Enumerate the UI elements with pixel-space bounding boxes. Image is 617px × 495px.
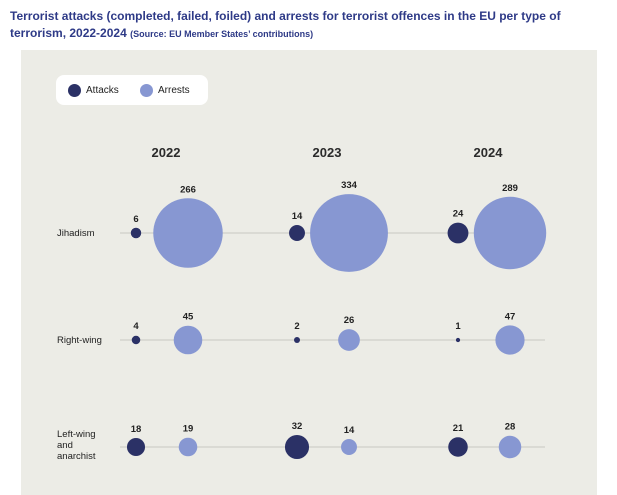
chart-title: Terrorist attacks (completed, failed, fo… — [10, 8, 610, 43]
bubble-arrests-jihadism-2024 — [473, 196, 547, 270]
value-label-attacks-left-wing-and-anarchist-2023: 32 — [292, 421, 303, 432]
legend-label-attacks: Attacks — [86, 84, 119, 96]
bubble-attacks-jihadism-2024 — [447, 222, 469, 244]
bubble-attacks-left-wing-and-anarchist-2022 — [126, 437, 146, 457]
value-label-arrests-left-wing-and-anarchist-2022: 19 — [183, 424, 194, 435]
bubble-arrests-jihadism-2022 — [153, 198, 223, 268]
bubble-arrests-right-wing-2023 — [338, 329, 360, 351]
year-header-2023: 2023 — [313, 145, 342, 160]
chart-source: (Source: EU Member States’ contributions… — [130, 29, 314, 39]
chart-panel — [21, 50, 597, 495]
row-label-jihadism: Jihadism — [57, 228, 95, 239]
bubble-arrests-right-wing-2022 — [173, 325, 203, 355]
year-header-2022: 2022 — [152, 145, 181, 160]
row-label-left-wing-and-anarchist: Left-wing and anarchist — [57, 429, 96, 462]
bubble-attacks-right-wing-2024 — [455, 337, 461, 343]
value-label-arrests-right-wing-2022: 45 — [183, 312, 194, 323]
bubble-arrests-left-wing-and-anarchist-2024 — [498, 435, 522, 459]
value-label-attacks-left-wing-and-anarchist-2022: 18 — [131, 424, 142, 435]
bubble-attacks-jihadism-2023 — [289, 225, 305, 241]
legend-item-attacks: Attacks — [68, 75, 119, 105]
value-label-arrests-left-wing-and-anarchist-2023: 14 — [344, 425, 355, 436]
value-label-attacks-jihadism-2024: 24 — [453, 209, 464, 220]
value-label-attacks-right-wing-2024: 1 — [455, 321, 461, 332]
bubble-arrests-left-wing-and-anarchist-2022 — [178, 437, 198, 457]
year-header-2024: 2024 — [474, 145, 504, 160]
bubble-attacks-left-wing-and-anarchist-2023 — [284, 434, 310, 460]
value-label-arrests-left-wing-and-anarchist-2024: 28 — [505, 422, 516, 433]
value-label-attacks-right-wing-2023: 2 — [294, 321, 299, 332]
bubble-arrests-right-wing-2024 — [495, 325, 525, 355]
value-label-attacks-jihadism-2022: 6 — [133, 214, 138, 225]
value-label-arrests-jihadism-2023: 334 — [341, 180, 358, 191]
chart-title-text: Terrorist attacks (completed, failed, fo… — [10, 9, 561, 40]
legend-swatch-arrests — [140, 83, 153, 97]
value-label-arrests-right-wing-2024: 47 — [505, 311, 516, 322]
legend-label-arrests: Arrests — [158, 84, 190, 96]
value-label-attacks-left-wing-and-anarchist-2024: 21 — [453, 423, 464, 434]
value-label-attacks-right-wing-2022: 4 — [133, 321, 139, 332]
legend: Attacks Arrests — [56, 75, 208, 105]
bubble-attacks-right-wing-2023 — [293, 336, 301, 344]
value-label-arrests-right-wing-2023: 26 — [344, 315, 355, 326]
row-label-right-wing: Right-wing — [57, 335, 102, 346]
legend-item-arrests: Arrests — [140, 75, 190, 105]
value-label-arrests-jihadism-2022: 266 — [180, 184, 196, 195]
bubble-attacks-right-wing-2022 — [131, 335, 141, 345]
value-label-attacks-jihadism-2023: 14 — [292, 211, 303, 222]
value-label-arrests-jihadism-2024: 289 — [502, 183, 518, 194]
legend-swatch-attacks — [68, 83, 81, 97]
bubble-attacks-jihadism-2022 — [130, 227, 142, 239]
bubble-attacks-left-wing-and-anarchist-2024 — [448, 437, 468, 457]
bubble-arrests-jihadism-2023 — [310, 194, 388, 272]
bubble-arrests-left-wing-and-anarchist-2023 — [341, 439, 357, 455]
